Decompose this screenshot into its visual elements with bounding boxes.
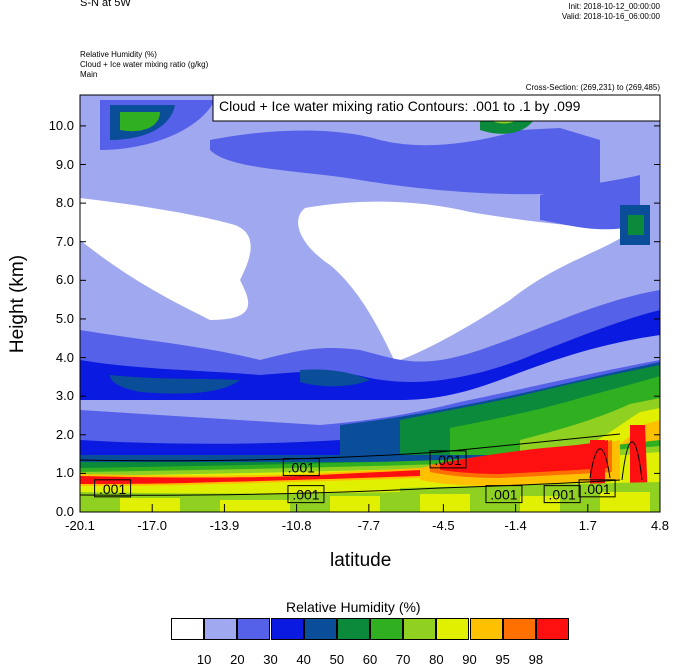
colorbar-swatch (370, 618, 404, 640)
contour-label-box (94, 479, 132, 498)
colorbar-swatch (270, 618, 304, 640)
colorbar-label: 50 (329, 652, 345, 667)
y-tick-label: 0.0 (55, 504, 74, 519)
colorbar-swatch (469, 618, 503, 640)
y-tick-label: 6.0 (55, 272, 74, 288)
colorbar-label: 30 (263, 652, 278, 667)
contour-label-text: .001 (434, 452, 461, 468)
colorbar-swatch (237, 618, 271, 640)
contour-label: .001 (485, 485, 523, 504)
y-tick-label: 2.0 (55, 426, 74, 442)
contour-label-box (287, 485, 325, 504)
cloud-contour-lower (80, 479, 621, 496)
y-tick-label: 8.0 (55, 195, 74, 211)
contour-label: .001 (282, 458, 320, 477)
colorbar-label: 80 (429, 652, 444, 667)
contour-label-box (429, 450, 467, 469)
contour-label-box (485, 485, 523, 504)
y-tick-label: 10.0 (48, 117, 74, 133)
contour-labels: .001 .001 .001 .001 .001 .001 .001 (94, 450, 616, 504)
colorbar-swatch (171, 618, 205, 640)
contour-label-text: .001 (549, 487, 576, 503)
y-tick-label: 3.0 (55, 388, 74, 404)
x-tick-label: -13.9 (209, 518, 240, 533)
x-tick-label: 1.7 (578, 518, 597, 533)
colorbar-label: 98 (528, 652, 544, 667)
colorbar-label: 20 (230, 652, 245, 667)
colorbar-label: 90 (462, 652, 477, 667)
field-label-cloud: Cloud + Ice water mixing ratio (g/kg) (80, 60, 209, 69)
plot-title: S-N at 5W (80, 0, 131, 9)
valid-time: Valid: 2018-10-16_06:00:00 (561, 12, 660, 21)
field-label-main: Main (80, 70, 98, 79)
y-tick-label: 4.0 (55, 349, 74, 365)
x-axis-label: latitude (330, 550, 392, 571)
contour-annotation-box (212, 94, 661, 122)
contour-label-text: .001 (99, 481, 126, 497)
init-time: Init: 2018-10-12_00:00:00 (568, 2, 660, 11)
colorbar-label: 60 (362, 652, 378, 667)
x-tick-label: -4.5 (432, 518, 455, 533)
contour-label-box (578, 479, 616, 498)
cloud-contour-cells (589, 441, 643, 481)
colorbar-swatch (303, 618, 337, 640)
y-tick-label: 9.0 (55, 156, 74, 172)
contour-label: .001 (429, 450, 467, 469)
colorbar-label: 40 (296, 652, 311, 667)
contour-label-text: .001 (583, 481, 610, 497)
colorbar-swatch (336, 618, 370, 640)
colorbar-title: Relative Humidity (%) (286, 599, 421, 615)
contour-label: .001 (287, 485, 325, 504)
contour-label: .001 (94, 479, 132, 498)
cloud-contour-upper (80, 433, 621, 462)
contour-annotation: Cloud + Ice water mixing ratio Contours:… (219, 98, 581, 114)
x-tick-label: -10.8 (281, 518, 312, 533)
colorbar-swatch (535, 618, 569, 640)
field-label-rh: Relative Humidity (%) (80, 50, 157, 59)
colorbar-label: 95 (495, 652, 510, 667)
x-tick-label: -7.7 (357, 518, 381, 533)
colorbar-label: 10 (196, 652, 212, 667)
contour-label-text: .001 (288, 460, 315, 476)
x-tick-label: -1.4 (504, 518, 527, 533)
contour-label-text: .001 (292, 487, 319, 503)
x-tick-label: -17.0 (137, 518, 168, 533)
y-tick-label: 1.0 (55, 465, 74, 481)
contour-label-text: .001 (490, 487, 517, 503)
colorbar-swatch (436, 618, 470, 640)
y-axis-label: Height (km) (7, 254, 28, 354)
colorbar-swatch (204, 618, 238, 640)
y-axis-ticks (80, 125, 660, 513)
rh-filled-contours: .001 .001 .001 .001 .001 .001 .001 (80, 95, 660, 512)
contour-label: .001 (578, 479, 616, 498)
x-axis-ticks (79, 504, 661, 512)
contour-label-box (543, 485, 581, 504)
colorbar-label: 70 (395, 652, 411, 667)
y-tick-label: 5.0 (55, 310, 74, 326)
colorbar (171, 618, 569, 640)
contour-label: .001 (543, 485, 581, 504)
contour-label-box (282, 458, 320, 477)
colorbar-swatch (502, 618, 536, 640)
x-tick-label: -20.1 (65, 518, 95, 533)
y-tick-label: 7.0 (55, 233, 74, 249)
x-tick-label: 4.8 (650, 518, 670, 533)
colorbar-swatch (403, 618, 437, 640)
cross-section-label: Cross-Section: (269,231) to (269,485) (525, 83, 660, 92)
